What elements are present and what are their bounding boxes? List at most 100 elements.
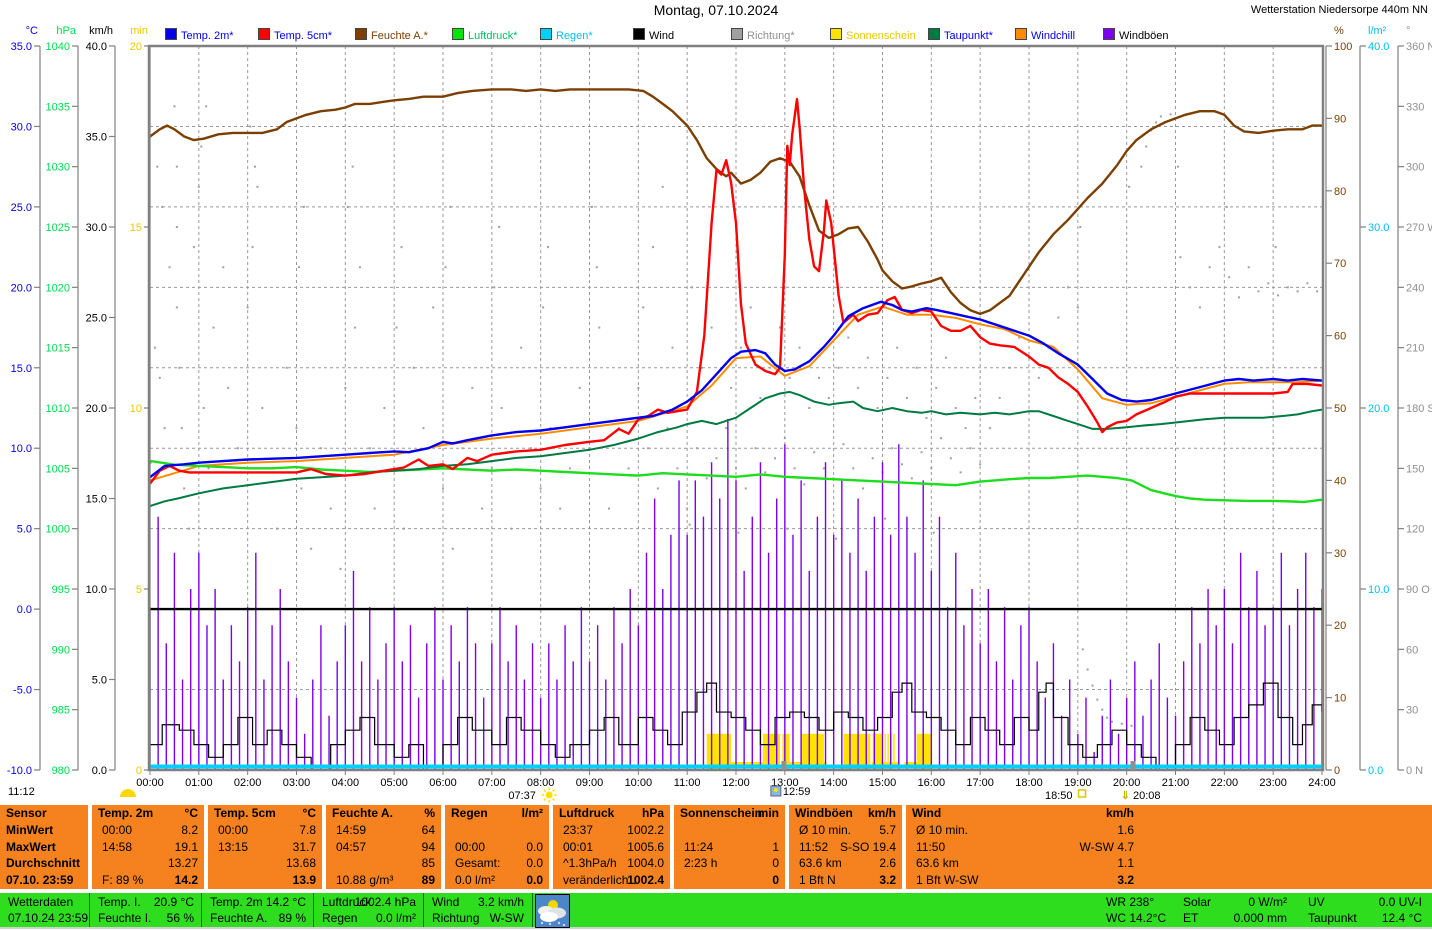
table-column-divider — [322, 805, 326, 889]
legend-item-regen-[interactable]: Regen* — [540, 28, 593, 42]
table-cell: 2:23 h — [684, 856, 718, 871]
svg-text:20.0: 20.0 — [11, 282, 32, 294]
legend-color-swatch — [731, 28, 743, 40]
legend-item-label: Taupunkt* — [944, 30, 993, 42]
legend-item-temp-5cm-[interactable]: Temp. 5cm* — [258, 28, 332, 42]
svg-text:1030: 1030 — [46, 162, 70, 174]
legend-item-luftdruck-[interactable]: Luftdruck* — [452, 28, 518, 42]
svg-text:1035: 1035 — [46, 101, 70, 113]
legend-item-sonnenschein[interactable]: Sonnenschein — [830, 28, 916, 42]
status-right-section-2: UV 0.0 UV-I Taupunkt 12.4 °C — [1302, 894, 1428, 926]
status-section-2: Temp. 2m 14.2 °C Feuchte A. 89 % — [204, 894, 312, 926]
table-column-unit: hPa — [641, 806, 664, 820]
svg-text:15: 15 — [130, 222, 142, 234]
table-cell: 13:15 — [218, 839, 249, 854]
svg-text:30.0: 30.0 — [1368, 222, 1389, 234]
sensor-summary-table: Sensor MinWert MaxWert Durchschnitt 07.10. 2… — [0, 805, 1432, 889]
svg-text:06:00: 06:00 — [429, 777, 457, 789]
status-value: 1002.4 hPa — [354, 895, 416, 909]
svg-text:l/m²: l/m² — [1368, 25, 1387, 37]
weather-chart: -10.0 -5.0 0.0 5.0 10.0 15.0 20.0 25.0 30.0 35.0 °… — [7, 25, 1432, 803]
svg-text:0.0: 0.0 — [1368, 765, 1383, 777]
svg-text:1020: 1020 — [46, 282, 70, 294]
table-column-divider — [549, 805, 553, 889]
svg-text:°C: °C — [26, 25, 38, 37]
svg-text:-5.0: -5.0 — [13, 685, 32, 697]
table-cell-value: 7.8 — [299, 822, 316, 837]
table-cell: 63.6 km — [916, 856, 959, 871]
table-row-labels: Sensor MinWert MaxWert Durchschnitt 07.10. 2… — [0, 805, 88, 889]
svg-text:60: 60 — [1406, 644, 1418, 656]
table-cell-value: 64 — [421, 822, 435, 837]
table-column-divider — [441, 805, 445, 889]
series-temp-2m — [149, 300, 1323, 479]
table-column-windb-en: Windböen km/h Ø 10 min. 5.7 11:52 S-SO 19.4 63… — [789, 805, 902, 889]
svg-text:30: 30 — [1406, 705, 1418, 717]
legend-item-taupunkt-[interactable]: Taupunkt* — [928, 28, 993, 42]
legend-item-windb-en[interactable]: Windböen — [1103, 28, 1169, 42]
table-column-name: Temp. 5cm — [214, 806, 276, 820]
svg-text:07:37: 07:37 — [508, 790, 536, 802]
legend-item-label: Temp. 2m* — [181, 30, 234, 42]
legend-item-label: Windböen — [1119, 30, 1169, 42]
legend-item-windchill[interactable]: Windchill — [1015, 28, 1076, 42]
table-cell-value: 1002.2 — [627, 822, 664, 837]
axis-min: 0 5 10 15 20 min — [130, 25, 151, 777]
svg-text:1000: 1000 — [46, 524, 70, 536]
axis-pointer — [781, 761, 787, 770]
svg-text:10: 10 — [130, 403, 142, 415]
table-column-divider — [670, 805, 674, 889]
table-cell: 11:50 — [916, 839, 946, 854]
table-column-unit: °C — [302, 806, 316, 820]
table-cell: 1 Bft N — [799, 873, 836, 888]
svg-text:70: 70 — [1334, 258, 1346, 270]
svg-text:0 N: 0 N — [1406, 765, 1423, 777]
svg-text:120: 120 — [1406, 524, 1424, 536]
chart-legend: Temp. 2m* Temp. 5cm* Feuchte A.* Luftdruck*… — [0, 28, 1432, 43]
table-cell-value: 19.1 — [174, 839, 198, 854]
svg-text:180 S: 180 S — [1406, 403, 1432, 415]
status-label: Wetterdaten — [8, 895, 74, 909]
status-label: Luftdruck — [322, 895, 372, 909]
table-cell: Ø 10 min. — [799, 822, 852, 837]
legend-color-swatch — [258, 28, 270, 40]
page-title: Montag, 07.10.2024 — [653, 2, 779, 18]
legend-color-swatch — [830, 28, 842, 40]
table-column-sonnenschein: Sonnenschein min 11:24 1 2:23 h 0 0 — [674, 805, 785, 889]
status-right-section-0: WR 238° WC 14.2°C — [1100, 894, 1190, 926]
svg-text:15.0: 15.0 — [11, 363, 32, 375]
legend-color-swatch — [355, 28, 367, 40]
table-cell-value: 3.2 — [1117, 873, 1134, 888]
svg-text:12:00: 12:00 — [722, 777, 750, 789]
table-cell: 14:58 — [102, 839, 133, 854]
time-axis: 00:00 01:00 02:00 03:00 04:00 05:00 06:00 07:00… — [136, 770, 1336, 789]
sun-behind-clouds-icon — [535, 894, 570, 928]
svg-text:40.0: 40.0 — [86, 41, 107, 53]
status-label: Temp. I. — [98, 895, 141, 909]
svg-text:⇓: ⇓ — [1121, 790, 1130, 802]
legend-item-temp-2m-[interactable]: Temp. 2m* — [165, 28, 234, 42]
svg-text:15.0: 15.0 — [86, 494, 107, 506]
table-cell-value: 0 — [772, 856, 779, 871]
svg-text:80: 80 — [1334, 186, 1346, 198]
status-value: 89 % — [278, 911, 306, 925]
svg-text:360 N: 360 N — [1406, 41, 1432, 53]
svg-text:15:00: 15:00 — [869, 777, 897, 789]
svg-text:1015: 1015 — [46, 343, 70, 355]
table-cell: 11:24 — [684, 839, 714, 854]
legend-item-wind[interactable]: Wind — [633, 28, 674, 42]
series-wind — [150, 682, 1323, 771]
status-value: 0.0 l/m² — [375, 911, 416, 925]
legend-item-feuchte-a-[interactable]: Feuchte A.* — [355, 28, 428, 42]
svg-text:5.0: 5.0 — [92, 675, 107, 687]
status-divider — [313, 893, 314, 927]
table-cell-value: 94 — [421, 839, 435, 854]
svg-text:995: 995 — [52, 584, 70, 596]
legend-item-richtung-[interactable]: Richtung* — [731, 28, 795, 42]
svg-text:hPa: hPa — [56, 25, 76, 37]
svg-text:5: 5 — [136, 584, 142, 596]
legend-item-label: Sonnenschein — [846, 30, 916, 42]
legend-item-label: Windchill — [1031, 30, 1076, 42]
svg-text:50: 50 — [1334, 403, 1346, 415]
status-section-1: Temp. I. 20.9 °C Feuchte I. 56 % — [92, 894, 200, 926]
